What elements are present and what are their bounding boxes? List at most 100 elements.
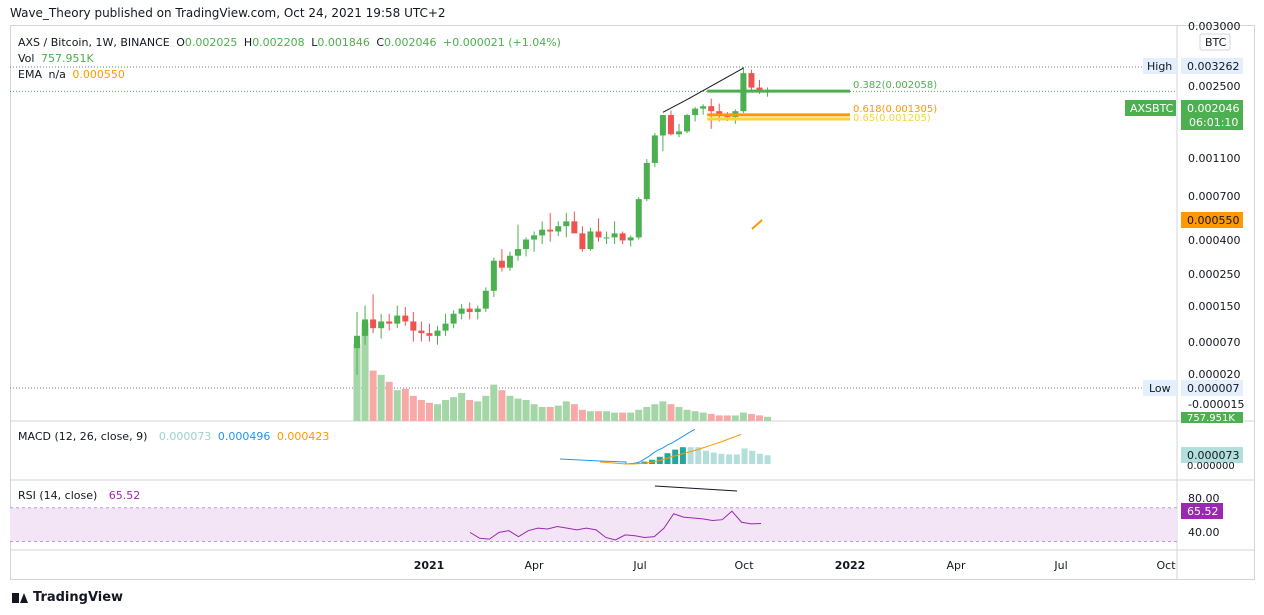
volume-bar [756,415,763,421]
candle [603,231,610,245]
candle [748,69,755,91]
candle-body [635,199,642,238]
volume-bar [635,409,643,421]
macd-hist-bar [703,450,709,464]
currency-box [1199,33,1231,51]
candle-body [490,260,497,291]
rsi-band [10,507,1177,542]
symbol-tag-bg [1125,100,1176,116]
volume-bar [466,400,474,421]
low-value-bg [1181,380,1243,396]
close-value: 0.002046 [384,36,437,49]
volume-bar [353,344,361,421]
rsi-tick: 80.00 [1188,492,1220,505]
candle [555,221,562,237]
candle [434,325,441,345]
candle-body [531,235,538,240]
macd-title[interactable]: MACD (12, 26, close, 9) [18,430,148,443]
symbol-title[interactable]: AXS / Bitcoin, 1W, BINANCE [18,36,170,49]
candle-body [515,249,521,256]
macd-hist-bar [733,454,740,464]
volume-bar [450,397,458,421]
volume-bar [603,411,611,421]
time-tick: Apr [524,559,544,572]
volume-tag: 757.951K [1187,413,1235,424]
macd-line-value: 0.000496 [217,430,271,443]
ema-line [751,219,763,230]
candle [571,211,578,234]
candle-body [458,308,465,314]
candle-body [667,115,674,135]
rsi-title[interactable]: RSI (14, close) [18,489,98,502]
candle-body [394,315,401,324]
time-tick: Apr [946,559,966,572]
candle-body [571,221,578,234]
rsi-tag: 65.52 [1187,505,1219,518]
open-label: O [176,36,185,49]
ema-value: 0.000550 [72,68,125,81]
candle-body [506,255,513,268]
volume-bar [538,407,546,421]
volume-bar [434,404,441,421]
macd-signal-value: 0.000423 [276,430,330,443]
candle [659,115,666,152]
price-tick: 0.000250 [1188,268,1241,281]
price-tick: 0.000150 [1188,300,1241,313]
high-tag-label: High [1147,60,1172,73]
volume-bar [554,405,562,421]
candle-body [563,221,570,227]
macd-hist-bar [710,452,717,464]
macd-tag-bg [1181,447,1243,463]
candle [418,321,425,342]
candle [692,106,699,122]
candle [515,224,521,261]
open-value: 0.002025 [184,36,238,49]
price-tick: 0.001100 [1188,152,1241,165]
candle [732,109,739,124]
volume-bar [731,415,739,421]
trend-line [662,67,744,113]
ema-legend: EMA n/a 0.000550 [18,68,128,81]
candle [523,237,530,257]
volume-bar [385,381,393,421]
volume-bar [458,393,466,421]
volume-bar [442,400,450,421]
candle [547,212,554,242]
macd-hist-bar [764,455,771,464]
volume-bar [627,412,635,421]
candle [466,302,473,320]
candle-body [676,131,682,135]
candle-body [450,313,457,324]
price-tick: 0.000700 [1188,190,1241,203]
candle-body [659,115,666,136]
price-tick: -0.000015 [1188,398,1244,411]
volume-bar [393,390,401,421]
rsi-line [469,510,762,541]
candle-body [619,233,626,241]
volume-bar [667,404,675,421]
ema-label[interactable]: EMA [18,68,42,81]
chart-frame [10,25,1255,580]
candle [627,235,634,247]
volume-bar [715,415,723,421]
tradingview-brand[interactable]: TradingView [12,590,123,605]
candle [700,104,707,115]
low-value: 0.000007 [1187,382,1240,395]
candle-countdown: 06:01:10 [1189,116,1238,129]
candle-body [684,115,691,132]
candle-body [410,321,417,331]
change-value: +0.000021 (+1.04%) [443,36,561,49]
volume-bar [659,401,667,421]
macd-hist-bar [726,454,733,464]
volume-bar [707,414,715,421]
price-tick: 0.000070 [1188,336,1241,349]
candle [643,159,650,202]
high-label: H [243,36,253,49]
candle-body [555,226,562,232]
close-label: C [376,36,385,49]
candle-body [482,290,489,309]
candle [426,323,433,342]
candle-body [474,308,481,312]
candle-body [354,335,360,349]
